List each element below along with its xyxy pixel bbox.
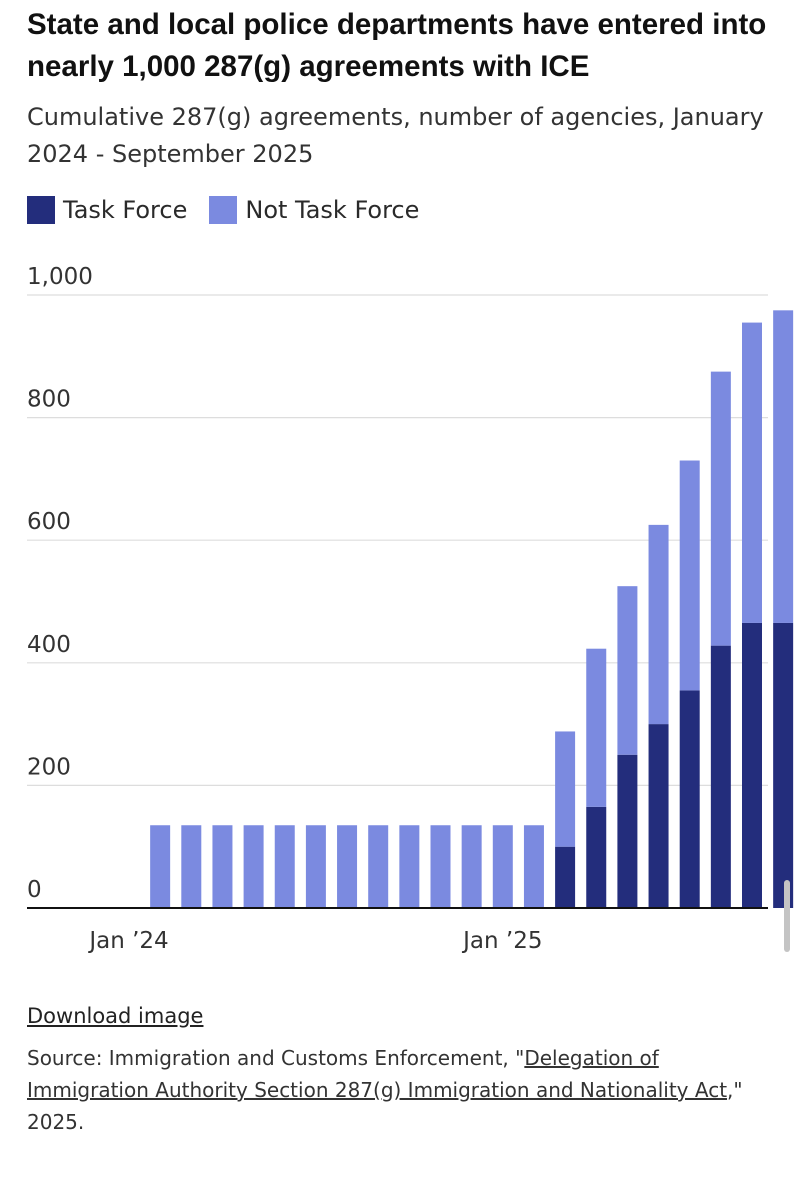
bar-segment <box>368 825 389 908</box>
chart-title: State and local police departments have … <box>27 8 767 83</box>
y-tick-label: 400 <box>27 632 71 658</box>
source-prefix: Source: Immigration and Customs Enforcem… <box>27 1046 525 1070</box>
bar-segment <box>617 754 638 908</box>
scrollbar-thumb[interactable] <box>784 880 790 952</box>
y-tick-label: 1,000 <box>27 264 93 290</box>
bar-segment <box>150 825 171 908</box>
chart-subtitle: Cumulative 287(g) agreements, number of … <box>27 103 764 168</box>
bar-segment <box>555 731 576 847</box>
source-suffix: ," 2025. <box>27 1078 743 1134</box>
y-tick-label: 0 <box>27 877 42 903</box>
bar-segment <box>430 825 451 908</box>
bar-segment <box>461 825 482 908</box>
legend-label-not-task-force: Not Task Force <box>245 196 420 224</box>
bar-segment <box>181 825 202 908</box>
bar-segment <box>399 825 420 908</box>
source-link[interactable]: Delegation of Immigration Authority Sect… <box>27 1046 728 1102</box>
legend-item-not-task-force: Not Task Force <box>209 196 419 224</box>
bar-segment <box>212 825 233 908</box>
bar-segment <box>337 825 358 908</box>
y-tick-label: 800 <box>27 387 71 413</box>
bar-segment <box>274 825 295 908</box>
bar-segment <box>742 622 762 908</box>
y-tick-label: 600 <box>27 509 71 535</box>
bar-segment <box>773 310 794 623</box>
bar-segment <box>648 724 669 908</box>
bar-segment <box>492 825 513 908</box>
bar-segment <box>555 846 576 908</box>
legend-item-task-force: Task Force <box>27 196 187 224</box>
x-tick-label: Jan ’25 <box>461 928 542 954</box>
y-tick-label: 200 <box>27 754 71 780</box>
x-tick-label: Jan ’24 <box>87 928 168 954</box>
bar-segment <box>648 524 669 725</box>
bar-segment <box>679 460 700 691</box>
legend-swatch-not-task-force <box>209 196 238 224</box>
bar-segment <box>617 586 638 755</box>
legend-swatch-task-force <box>27 196 55 224</box>
source-note: Source: Immigration and Customs Enforcem… <box>27 1042 767 1138</box>
bar-segment <box>679 690 700 908</box>
bar-segment <box>710 645 731 908</box>
bar-segment <box>523 825 544 908</box>
bar-segment <box>710 371 731 646</box>
bar-segment <box>586 806 607 908</box>
legend-label-task-force: Task Force <box>63 196 188 224</box>
download-image-link[interactable]: Download image <box>27 1004 204 1028</box>
bar-segment <box>773 622 794 908</box>
bar-segment <box>305 825 326 908</box>
bar-segment <box>243 825 264 908</box>
chart-footer: Download image Source: Immigration and C… <box>27 1000 767 1138</box>
stacked-bar-chart: 0 200 400 600 800 1,000 Jan ’24 Jan ’25 <box>27 264 794 954</box>
chart-legend: Task Force Not Task Force <box>27 196 441 224</box>
bar-segment <box>742 322 762 623</box>
bar-segment <box>586 648 607 807</box>
